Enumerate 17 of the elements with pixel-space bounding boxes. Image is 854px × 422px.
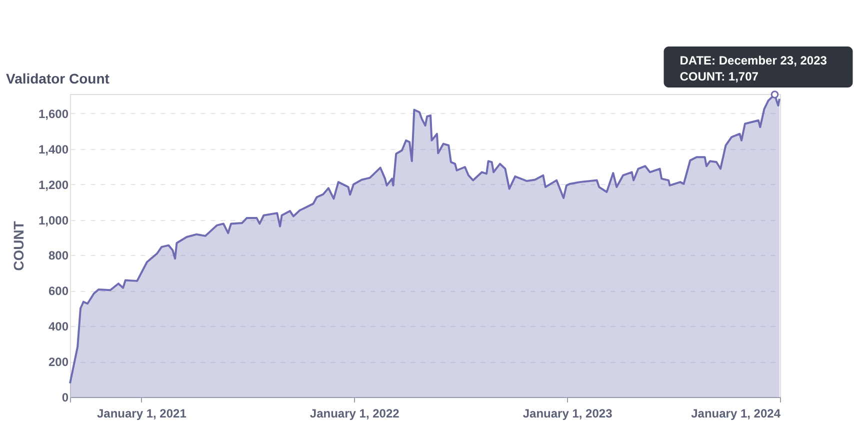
y-tick-label: 1,200 bbox=[38, 178, 69, 192]
y-tick-label: 1,400 bbox=[38, 142, 69, 156]
y-tick-label: 600 bbox=[48, 284, 69, 298]
y-tick-label: 800 bbox=[48, 248, 69, 263]
chart-title: Validator Count bbox=[6, 70, 110, 87]
y-tick-label: 200 bbox=[48, 355, 69, 370]
y-tick-label: 400 bbox=[48, 320, 69, 334]
y-tick-label: 0 bbox=[62, 390, 69, 404]
y-tick-label: 1,600 bbox=[38, 106, 69, 121]
y-tick-label: 1,000 bbox=[38, 213, 69, 228]
y-axis-title: COUNT bbox=[10, 220, 26, 271]
x-tick-label: January 1, 2022 bbox=[310, 406, 400, 420]
annotation: DATE: December 23, 2023 bbox=[680, 54, 828, 68]
x-tick-label: January 1, 2023 bbox=[522, 406, 613, 420]
annotation: COUNT: 1,707 bbox=[680, 70, 759, 84]
x-tick-label: January 1, 2021 bbox=[96, 406, 187, 420]
x-tick-label: January 1, 2024 bbox=[691, 406, 781, 420]
